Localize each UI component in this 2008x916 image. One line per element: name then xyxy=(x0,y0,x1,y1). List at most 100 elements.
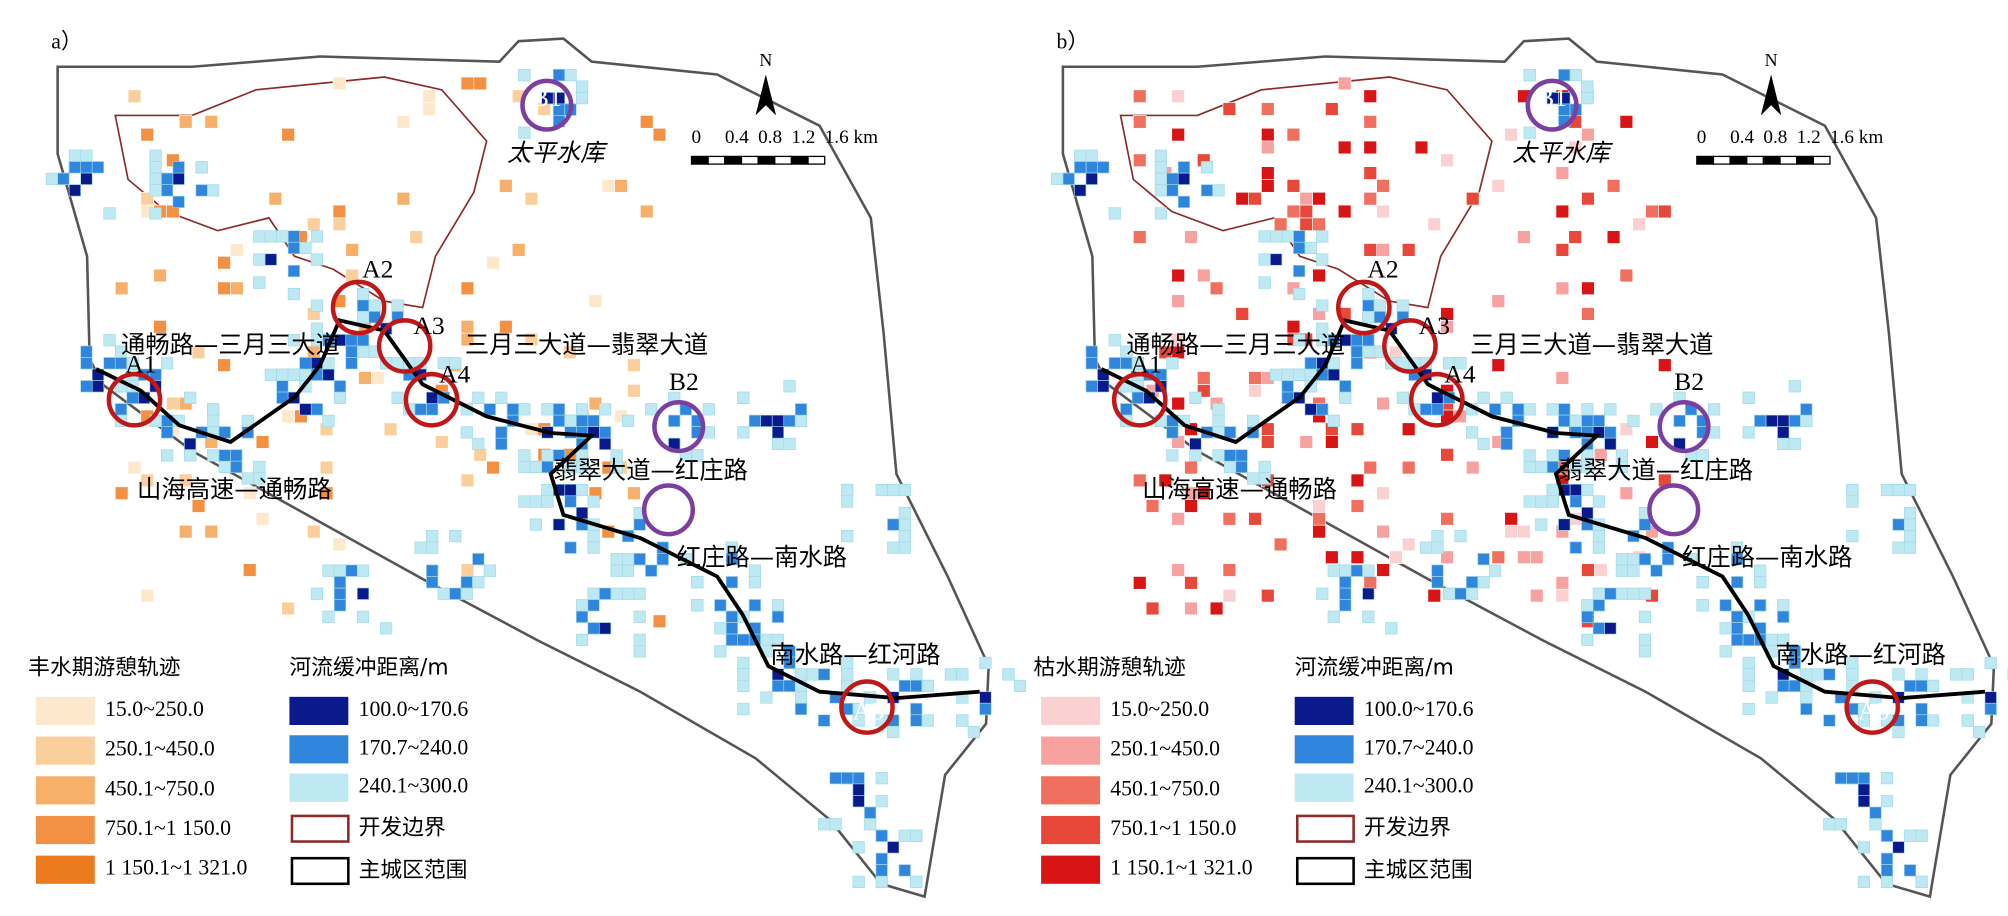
track-cell xyxy=(1619,486,1634,500)
buffer-cell xyxy=(1316,299,1329,312)
track-cell xyxy=(588,294,603,308)
buffer-cell xyxy=(1638,633,1652,646)
buffer-cell xyxy=(80,357,93,370)
point-label: A1 xyxy=(1130,349,1161,378)
buffer-cell xyxy=(599,403,612,416)
road-label: 通畅路—三月三大道 xyxy=(1126,330,1345,359)
buffer-cell xyxy=(725,610,738,623)
buffer-cell xyxy=(1477,553,1490,566)
buffer-cell xyxy=(575,414,589,427)
buffer-cell xyxy=(506,403,519,416)
buffer-cell xyxy=(1903,483,1917,497)
buffer-cell xyxy=(322,564,335,577)
road-label: 三月三大道—翡翠大道 xyxy=(465,330,708,359)
buffer-cell xyxy=(333,391,347,404)
buffer-cell xyxy=(1223,449,1237,462)
buffer-cell xyxy=(1523,403,1536,416)
buffer-cell xyxy=(1984,656,1997,669)
buffer-cell xyxy=(1627,414,1640,427)
track-cell xyxy=(1261,435,1275,449)
track-cell xyxy=(1184,460,1198,475)
track-cell xyxy=(1261,179,1275,193)
buffer-cell xyxy=(737,426,750,439)
buffer-cell xyxy=(1085,345,1098,358)
buffer-cell xyxy=(1903,506,1917,520)
buffer-cell xyxy=(760,633,773,646)
point-circle xyxy=(330,279,387,336)
buffer-cell xyxy=(437,587,450,600)
buffer-cell xyxy=(1569,541,1582,554)
buffer-cell xyxy=(1592,599,1605,612)
buffer-cell xyxy=(1984,702,1997,716)
buffer-cell xyxy=(887,518,900,531)
buffer-cell xyxy=(472,437,485,450)
buffer-cell xyxy=(1661,553,1675,566)
buffer-cell xyxy=(1454,587,1467,600)
buffer-cell xyxy=(1396,391,1409,404)
buffer-cell xyxy=(633,633,646,646)
buffer-cell xyxy=(1293,368,1306,381)
track-cell xyxy=(1414,140,1429,155)
buffer-cell xyxy=(610,564,623,577)
track-cell xyxy=(1645,435,1659,449)
buffer-cell xyxy=(575,460,589,474)
buffer-cell xyxy=(587,587,600,600)
buffer-cell xyxy=(1581,414,1594,427)
track-cell xyxy=(1312,512,1326,526)
track-cell xyxy=(1568,230,1582,244)
track-cell xyxy=(1389,550,1403,564)
legend-swatch xyxy=(1295,814,1355,843)
track-cell xyxy=(1581,307,1595,321)
buffer-cell xyxy=(1581,403,1594,416)
buffer-cell xyxy=(1246,472,1260,485)
track-cell xyxy=(1325,102,1339,116)
buffer-cell xyxy=(541,483,554,497)
point-label: A5 xyxy=(853,696,884,725)
buffer-cell xyxy=(1362,564,1375,577)
scale-bar xyxy=(1712,155,1731,165)
buffer-cell xyxy=(1074,184,1087,197)
buffer-cell xyxy=(1166,449,1179,462)
buffer-cell xyxy=(1788,380,1801,393)
buffer-cell xyxy=(1108,357,1121,370)
buffer-cell xyxy=(1316,403,1329,416)
buffer-cell xyxy=(1500,426,1513,439)
buffer-cell xyxy=(1097,380,1110,393)
track-cell xyxy=(1555,576,1570,590)
buffer-cell xyxy=(1258,230,1271,243)
buffer-cell xyxy=(80,172,93,185)
buffer-cell xyxy=(1708,403,1721,416)
buffer-cell xyxy=(691,576,704,589)
buffer-cell xyxy=(1212,414,1225,427)
buffer-cell xyxy=(1189,391,1202,404)
buffer-cell xyxy=(575,483,589,497)
track-cell xyxy=(1133,115,1147,129)
buffer-cell xyxy=(333,564,347,577)
buffer-cell xyxy=(1327,414,1340,427)
buffer-cell xyxy=(610,449,623,462)
track-cell xyxy=(1325,435,1339,449)
track-cell xyxy=(1171,89,1185,103)
buffer-cell xyxy=(1293,230,1306,243)
track-cell xyxy=(396,115,411,129)
buffer-cell xyxy=(1431,403,1444,416)
buffer-cell xyxy=(1903,829,1917,842)
track-cell xyxy=(1261,166,1275,180)
track-cell xyxy=(153,268,167,283)
buffer-cell xyxy=(1235,449,1248,462)
track-cell xyxy=(1594,563,1608,577)
buffer-cell xyxy=(887,725,900,739)
track-cell xyxy=(281,409,295,424)
track-cell xyxy=(1555,588,1570,603)
scale-label: 0 xyxy=(1697,127,1707,148)
track-cell xyxy=(1248,384,1262,398)
buffer-cell xyxy=(841,656,854,669)
north-label: N xyxy=(759,50,772,70)
buffer-cell xyxy=(1903,541,1917,554)
buffer-cell xyxy=(875,852,888,865)
buffer-cell xyxy=(1373,299,1386,312)
buffer-cell xyxy=(1915,679,1928,693)
scale-label: 0.8 xyxy=(758,127,782,148)
main-urban-area xyxy=(95,318,980,701)
buffer-cell xyxy=(1431,576,1444,589)
